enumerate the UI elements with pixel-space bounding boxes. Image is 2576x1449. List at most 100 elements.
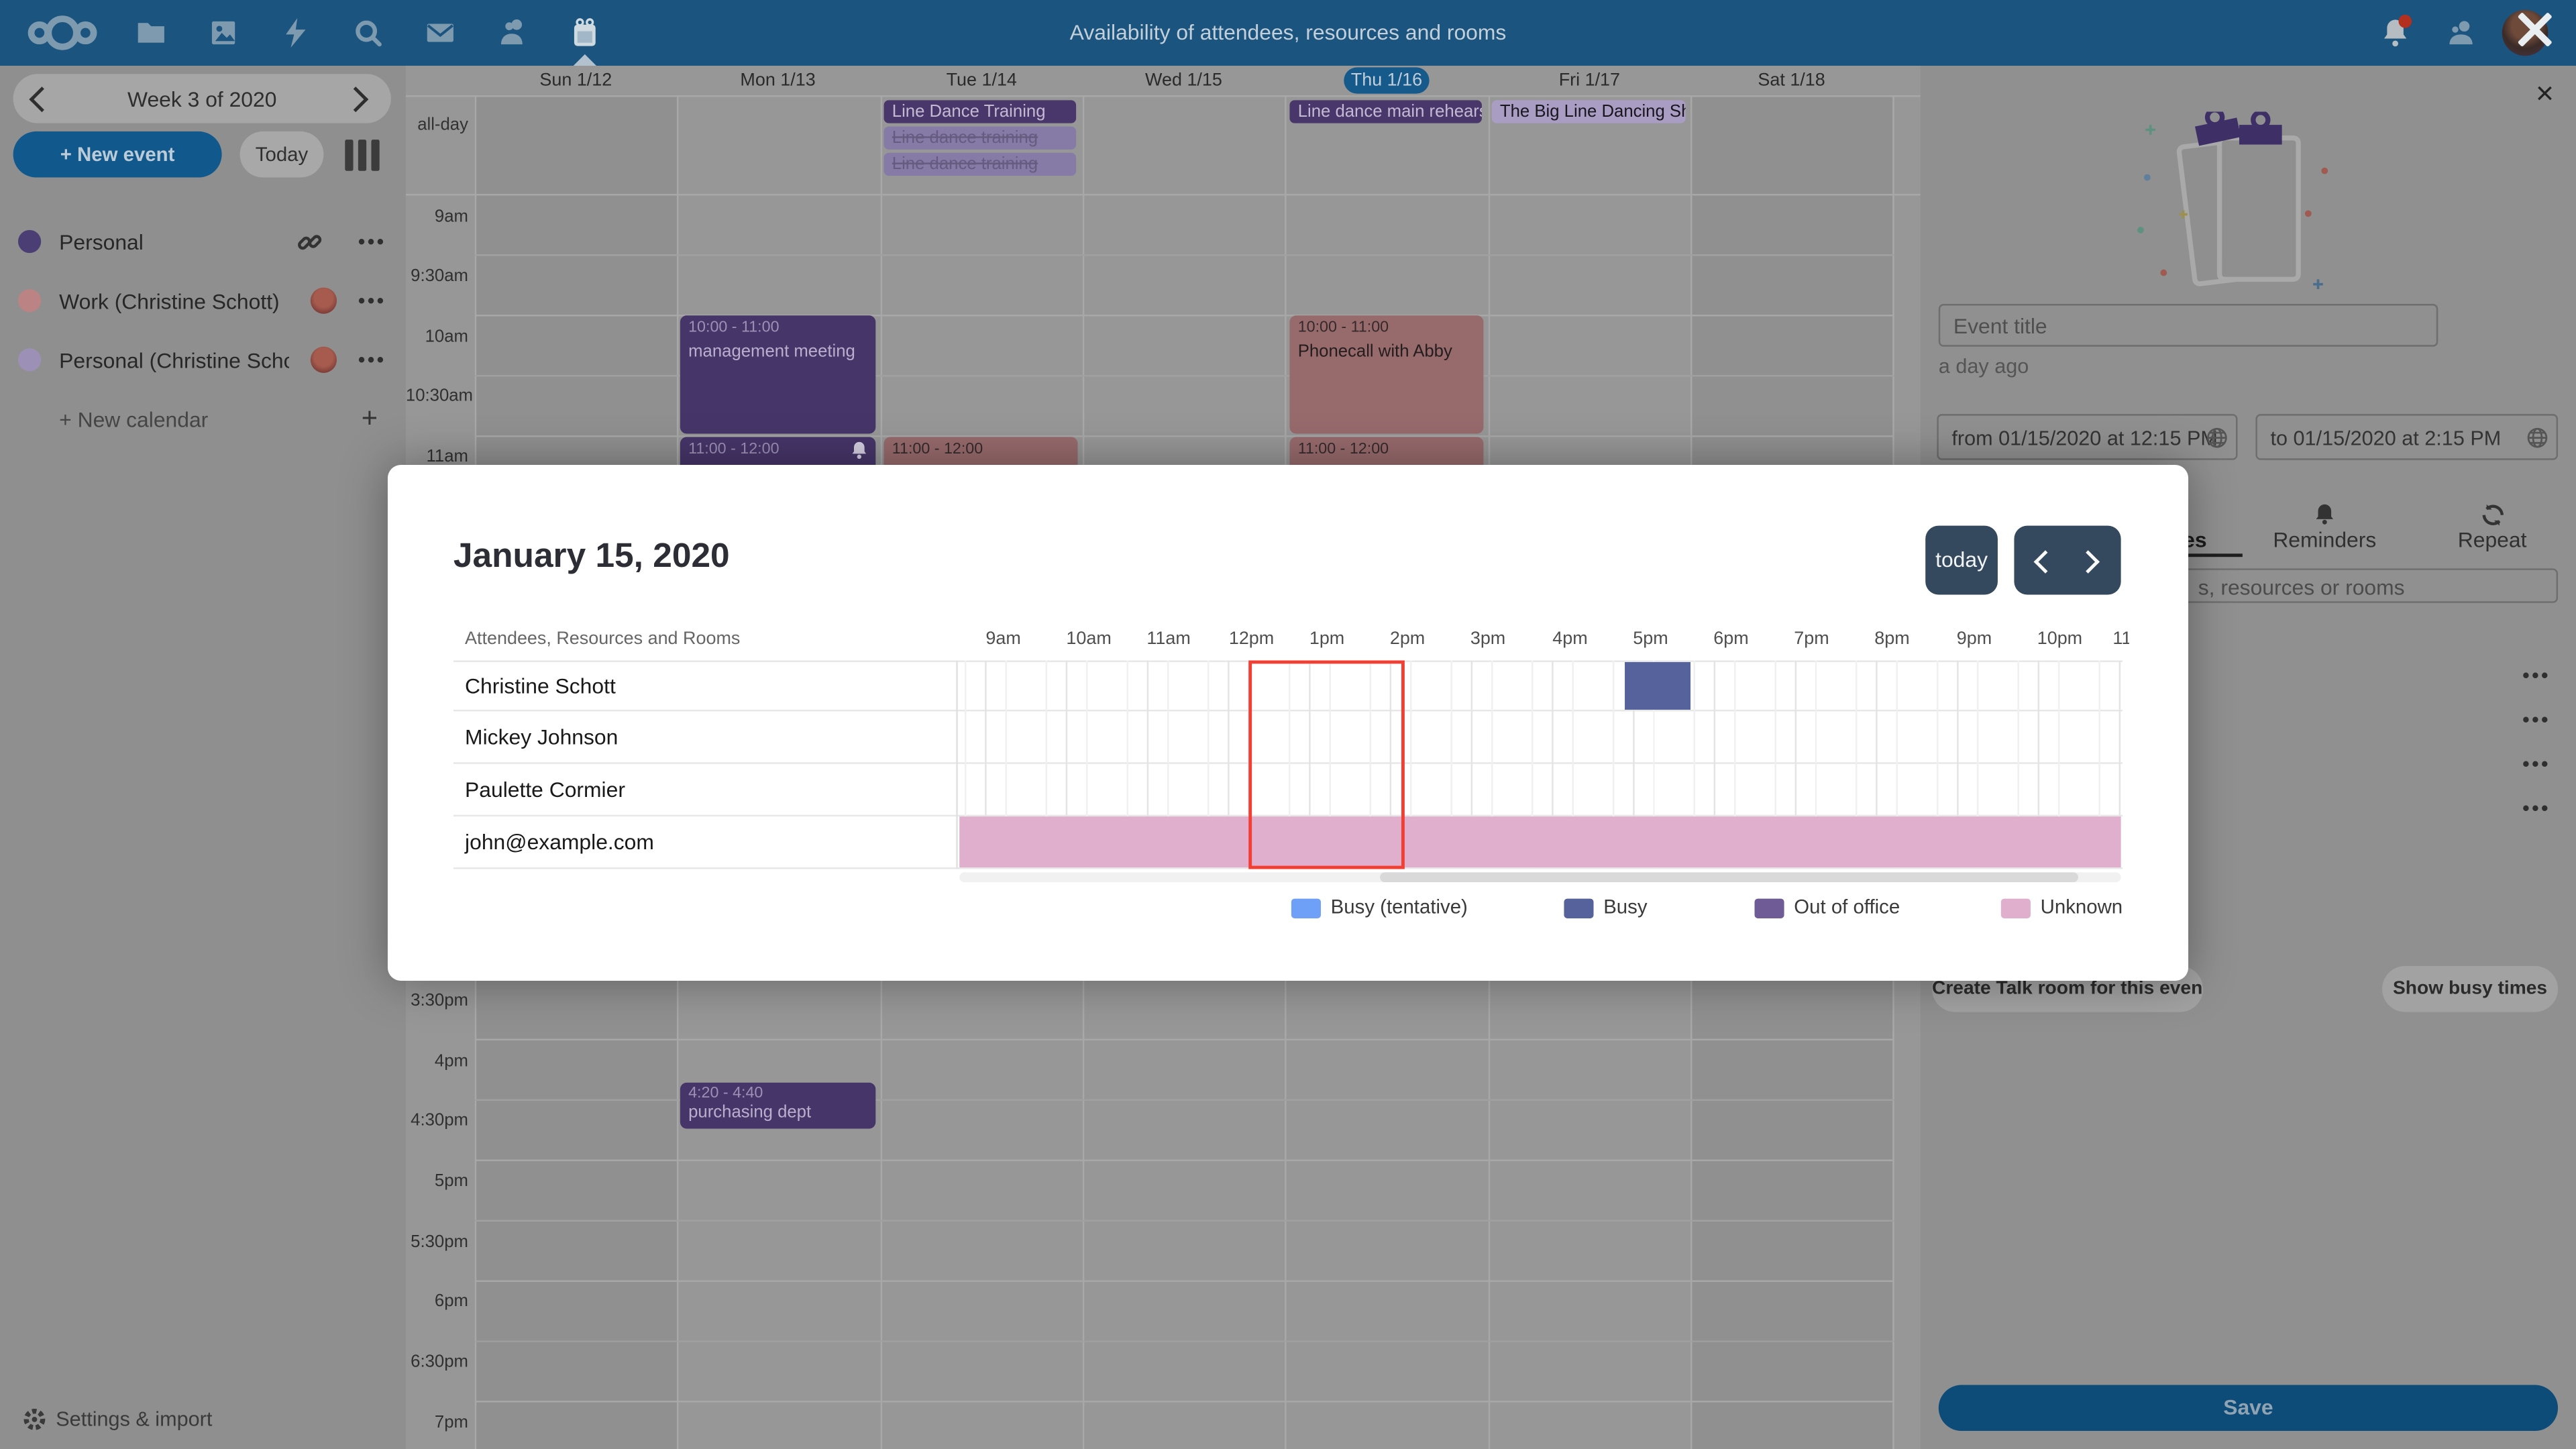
unknown-band-john	[959, 816, 2121, 868]
attendee-row-name: Paulette Cormier	[465, 777, 625, 802]
modal-title: January 15, 2020	[453, 537, 730, 576]
calendar-menu-button[interactable]: •••	[358, 289, 386, 313]
allday-event[interactable]: The Big Line Dancing Show	[1491, 100, 1686, 123]
legend-label: Busy (tentative)	[1330, 895, 1468, 918]
calendar-name: Personal	[59, 229, 144, 255]
time-label: 9am	[434, 207, 468, 227]
previous-day-button[interactable]	[2033, 550, 2057, 574]
modal-time-label: 6pm	[1713, 629, 1749, 649]
new-calendar-button[interactable]: + New calendar +	[0, 396, 406, 442]
event-title-placeholder: Event title	[1953, 313, 2047, 339]
files-icon[interactable]	[136, 18, 166, 48]
save-button[interactable]: Save	[1938, 1385, 2559, 1432]
modal-time-label: 3pm	[1470, 629, 1506, 649]
activity-icon[interactable]	[281, 17, 311, 48]
contacts-icon[interactable]	[498, 18, 527, 48]
modal-time-label: 8pm	[1874, 629, 1910, 649]
modal-time-label: 11am	[1146, 629, 1191, 649]
share-link-icon[interactable]	[297, 230, 322, 255]
photos-icon[interactable]	[209, 18, 238, 48]
selected-timespan-outline	[1248, 660, 1405, 869]
timezone-globe-icon[interactable]	[2527, 427, 2548, 449]
grid-column-header: Attendees, Resources and Rooms	[465, 629, 741, 649]
mail-icon[interactable]	[425, 18, 455, 48]
time-label: 4:30pm	[411, 1110, 468, 1130]
attendee-row-name: Mickey Johnson	[465, 724, 619, 749]
to-datetime-field[interactable]: to 01/15/2020 at 2:15 PM	[2255, 414, 2559, 460]
event-management-meeting[interactable]: 10:00 - 11:00 management meeting	[680, 315, 876, 434]
day-header-mon[interactable]: Mon 1/13	[740, 70, 816, 91]
calendar-item-personal-shared[interactable]: Personal (Christine Scho…) •••	[0, 337, 406, 383]
event-illustration	[2134, 111, 2364, 296]
next-day-button[interactable]	[2076, 550, 2100, 574]
mouse-cursor-x	[2514, 8, 2557, 51]
tab-reminders[interactable]: Reminders	[2273, 527, 2377, 552]
timezone-globe-icon[interactable]	[2206, 427, 2228, 449]
time-label: 10am	[425, 327, 468, 347]
modal-nav-buttons	[2014, 525, 2121, 595]
show-busy-times-button[interactable]: Show busy times	[2382, 966, 2559, 1012]
attendee-menu-button[interactable]: •••	[2522, 796, 2551, 820]
allday-event-declined[interactable]: Line dance training	[883, 152, 1077, 176]
attendee-menu-button[interactable]: •••	[2522, 752, 2551, 775]
left-sidebar: Week 3 of 2020 + New event Today Persona…	[0, 65, 406, 1449]
modal-time-label: 2pm	[1389, 629, 1426, 649]
calendar-menu-button[interactable]: •••	[358, 229, 386, 254]
new-event-button[interactable]: + New event	[13, 131, 222, 178]
day-header-tue[interactable]: Tue 1/14	[946, 70, 1017, 91]
view-switcher-icon[interactable]	[345, 140, 384, 171]
modal-time-label: 9pm	[1956, 629, 1992, 649]
calendar-icon[interactable]	[570, 18, 600, 48]
allday-event[interactable]: Line dance main rehearsal	[1289, 100, 1482, 123]
calendar-item-work[interactable]: Work (Christine Schott) •••	[0, 278, 406, 324]
today-button[interactable]: Today	[239, 131, 324, 178]
legend-label: Out of office	[1794, 895, 1900, 918]
tab-repeat[interactable]: Repeat	[2457, 527, 2527, 552]
availability-modal: January 15, 2020 today Attendees, Resour…	[387, 465, 2189, 981]
modal-time-label: 5pm	[1633, 629, 1668, 649]
gear-icon	[23, 1408, 46, 1431]
modal-time-label-clipped: 11pm	[2112, 629, 2129, 649]
calendar-item-personal[interactable]: Personal •••	[0, 219, 406, 265]
time-label: 5:30pm	[411, 1232, 468, 1252]
modal-time-label: 4pm	[1552, 629, 1588, 649]
calendar-color-dot	[17, 348, 42, 372]
owner-avatar	[310, 346, 337, 373]
all-day-label: all-day	[417, 115, 468, 135]
day-header-fri[interactable]: Fri 1/17	[1558, 70, 1621, 91]
week-navigation: Week 3 of 2020	[13, 74, 391, 123]
allday-event-declined[interactable]: Line dance training	[883, 126, 1077, 150]
attendee-row-name: Christine Schott	[465, 674, 616, 698]
modal-today-button[interactable]: today	[1925, 525, 1998, 595]
active-tab-underline	[2176, 553, 2243, 557]
search-icon[interactable]	[354, 18, 383, 48]
day-header-wed[interactable]: Wed 1/15	[1145, 70, 1222, 91]
attendee-search-input[interactable]: s, resources or rooms	[1938, 568, 2559, 603]
modal-time-label: 7pm	[1794, 629, 1829, 649]
day-header-sat[interactable]: Sat 1/18	[1758, 70, 1825, 91]
repeat-icon	[2481, 502, 2506, 527]
last-modified-label: a day ago	[1938, 354, 2029, 378]
close-icon[interactable]: ×	[2535, 77, 2555, 112]
event-phonecall-with-abby[interactable]: 10:00 - 11:00 Phonecall with Abby	[1289, 315, 1484, 434]
day-header-sun[interactable]: Sun 1/12	[539, 70, 612, 91]
event-purchasing-dept[interactable]: 4:20 - 4:40 purchasing dept	[680, 1082, 876, 1129]
legend-swatch-unknown	[2000, 898, 2031, 918]
settings-import-button[interactable]: Settings & import	[0, 1397, 406, 1443]
day-header-thu-selected[interactable]: Thu 1/16	[1344, 67, 1430, 94]
from-datetime-field[interactable]: from 01/15/2020 at 12:15 PM	[1937, 414, 2238, 460]
calendar-menu-button[interactable]: •••	[358, 348, 386, 372]
nextcloud-logo-icon[interactable]	[26, 13, 99, 53]
attendee-menu-button[interactable]: •••	[2522, 663, 2551, 687]
allday-event[interactable]: Line Dance Training	[883, 100, 1077, 123]
time-label: 10:30am	[405, 386, 474, 406]
legend-label: Busy	[1603, 895, 1648, 918]
calendar-name: Personal (Christine Scho…)	[59, 348, 289, 373]
next-week-button[interactable]	[343, 87, 369, 113]
legend-swatch-busy-tentative	[1291, 898, 1321, 918]
event-title-input[interactable]: Event title	[1938, 304, 2438, 347]
grid-scrollbar-thumb[interactable]	[1380, 872, 2078, 883]
attendee-menu-button[interactable]: •••	[2522, 708, 2551, 731]
contacts-menu-icon[interactable]	[2445, 16, 2477, 49]
week-label: Week 3 of 2020	[127, 87, 277, 112]
